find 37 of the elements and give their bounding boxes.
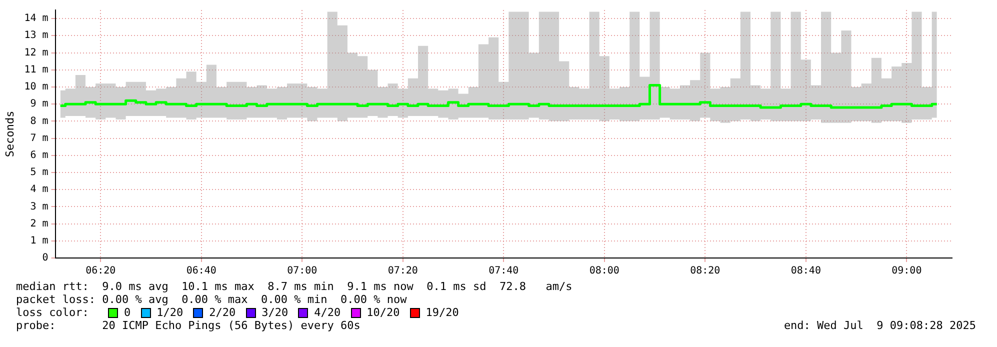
y-tick-label: 2 m [30, 218, 48, 230]
y-tick-label: 8 m [30, 116, 48, 127]
y-tick-label: 0 [42, 252, 48, 264]
y-tick-label: 9 m [30, 98, 48, 110]
y-tick-label: 7 m [30, 132, 48, 144]
x-tick-label: 07:40 [488, 266, 519, 277]
text: 19/20 [426, 306, 459, 319]
y-tick-label: 10 m [24, 82, 48, 93]
x-tick-label: 07:20 [388, 266, 418, 277]
y-tick-label: 14 m [24, 13, 48, 24]
y-tick-label: 11 m [24, 64, 48, 76]
y-tick-label: 5 m [30, 167, 48, 178]
text: probe: 20 ICMP Echo Pings (56 Bytes) every 60s [16, 319, 360, 332]
text: 2/20 [209, 306, 236, 319]
y-tick-label: 12 m [24, 47, 48, 58]
text: 10/20 [366, 306, 400, 319]
x-tick-label: 09:00 [892, 266, 922, 277]
y-axis-title: Seconds [3, 110, 16, 158]
text: packet loss: 0.00 % avg 0.00 % max 0.00 % min 0.00 % now [16, 293, 408, 306]
y-tick-label: 13 m [24, 30, 48, 42]
text: 3/20 [262, 306, 288, 319]
y-tick-label: 6 m [30, 150, 48, 161]
x-tick-label: 06:40 [186, 266, 216, 277]
y-tick-label: 1 m [30, 235, 48, 246]
y-tick-label: 3 m [30, 201, 48, 212]
x-tick-label: 08:40 [790, 266, 821, 277]
text: end: Wed Jul 9 09:08:28 2025 [784, 319, 976, 332]
text: median rtt: 9.0 ms avg 10.1 ms max 8.7 ms min 9.1 ms now 0.1 ms sd 72.8 am/s [16, 280, 574, 293]
text: loss color: [16, 306, 90, 319]
y-tick-label: 4 m [30, 184, 48, 196]
x-tick-label: 08:20 [690, 266, 720, 277]
x-tick-label: 08:00 [589, 266, 620, 277]
x-tick-label: 06:20 [86, 266, 116, 277]
text: 1/20 [156, 306, 184, 319]
text: 0 [124, 306, 131, 319]
text: 4/20 [314, 306, 341, 319]
x-tick-label: 07:00 [287, 266, 318, 277]
